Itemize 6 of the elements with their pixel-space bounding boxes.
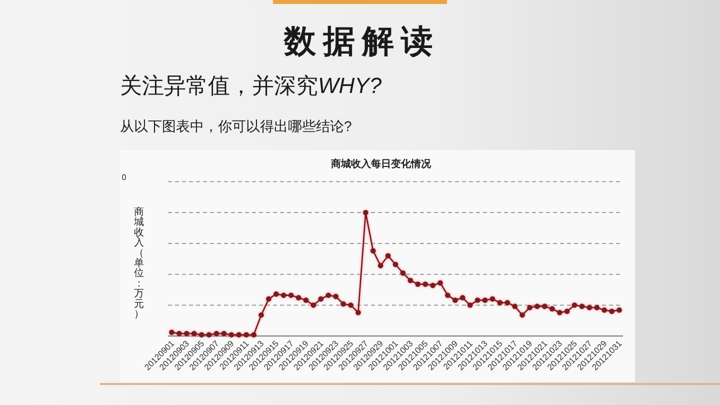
text: 关注异常值，并深究WHY?	[120, 73, 382, 98]
text: 0	[122, 173, 127, 182]
text: 从以下图表中，你可以得出哪些结论?	[120, 118, 352, 134]
text: 数据解读	[283, 23, 440, 59]
chart-title: 商城收入每日变化情况	[330, 158, 432, 170]
text: 商城收入（单位：万元）	[134, 207, 144, 320]
